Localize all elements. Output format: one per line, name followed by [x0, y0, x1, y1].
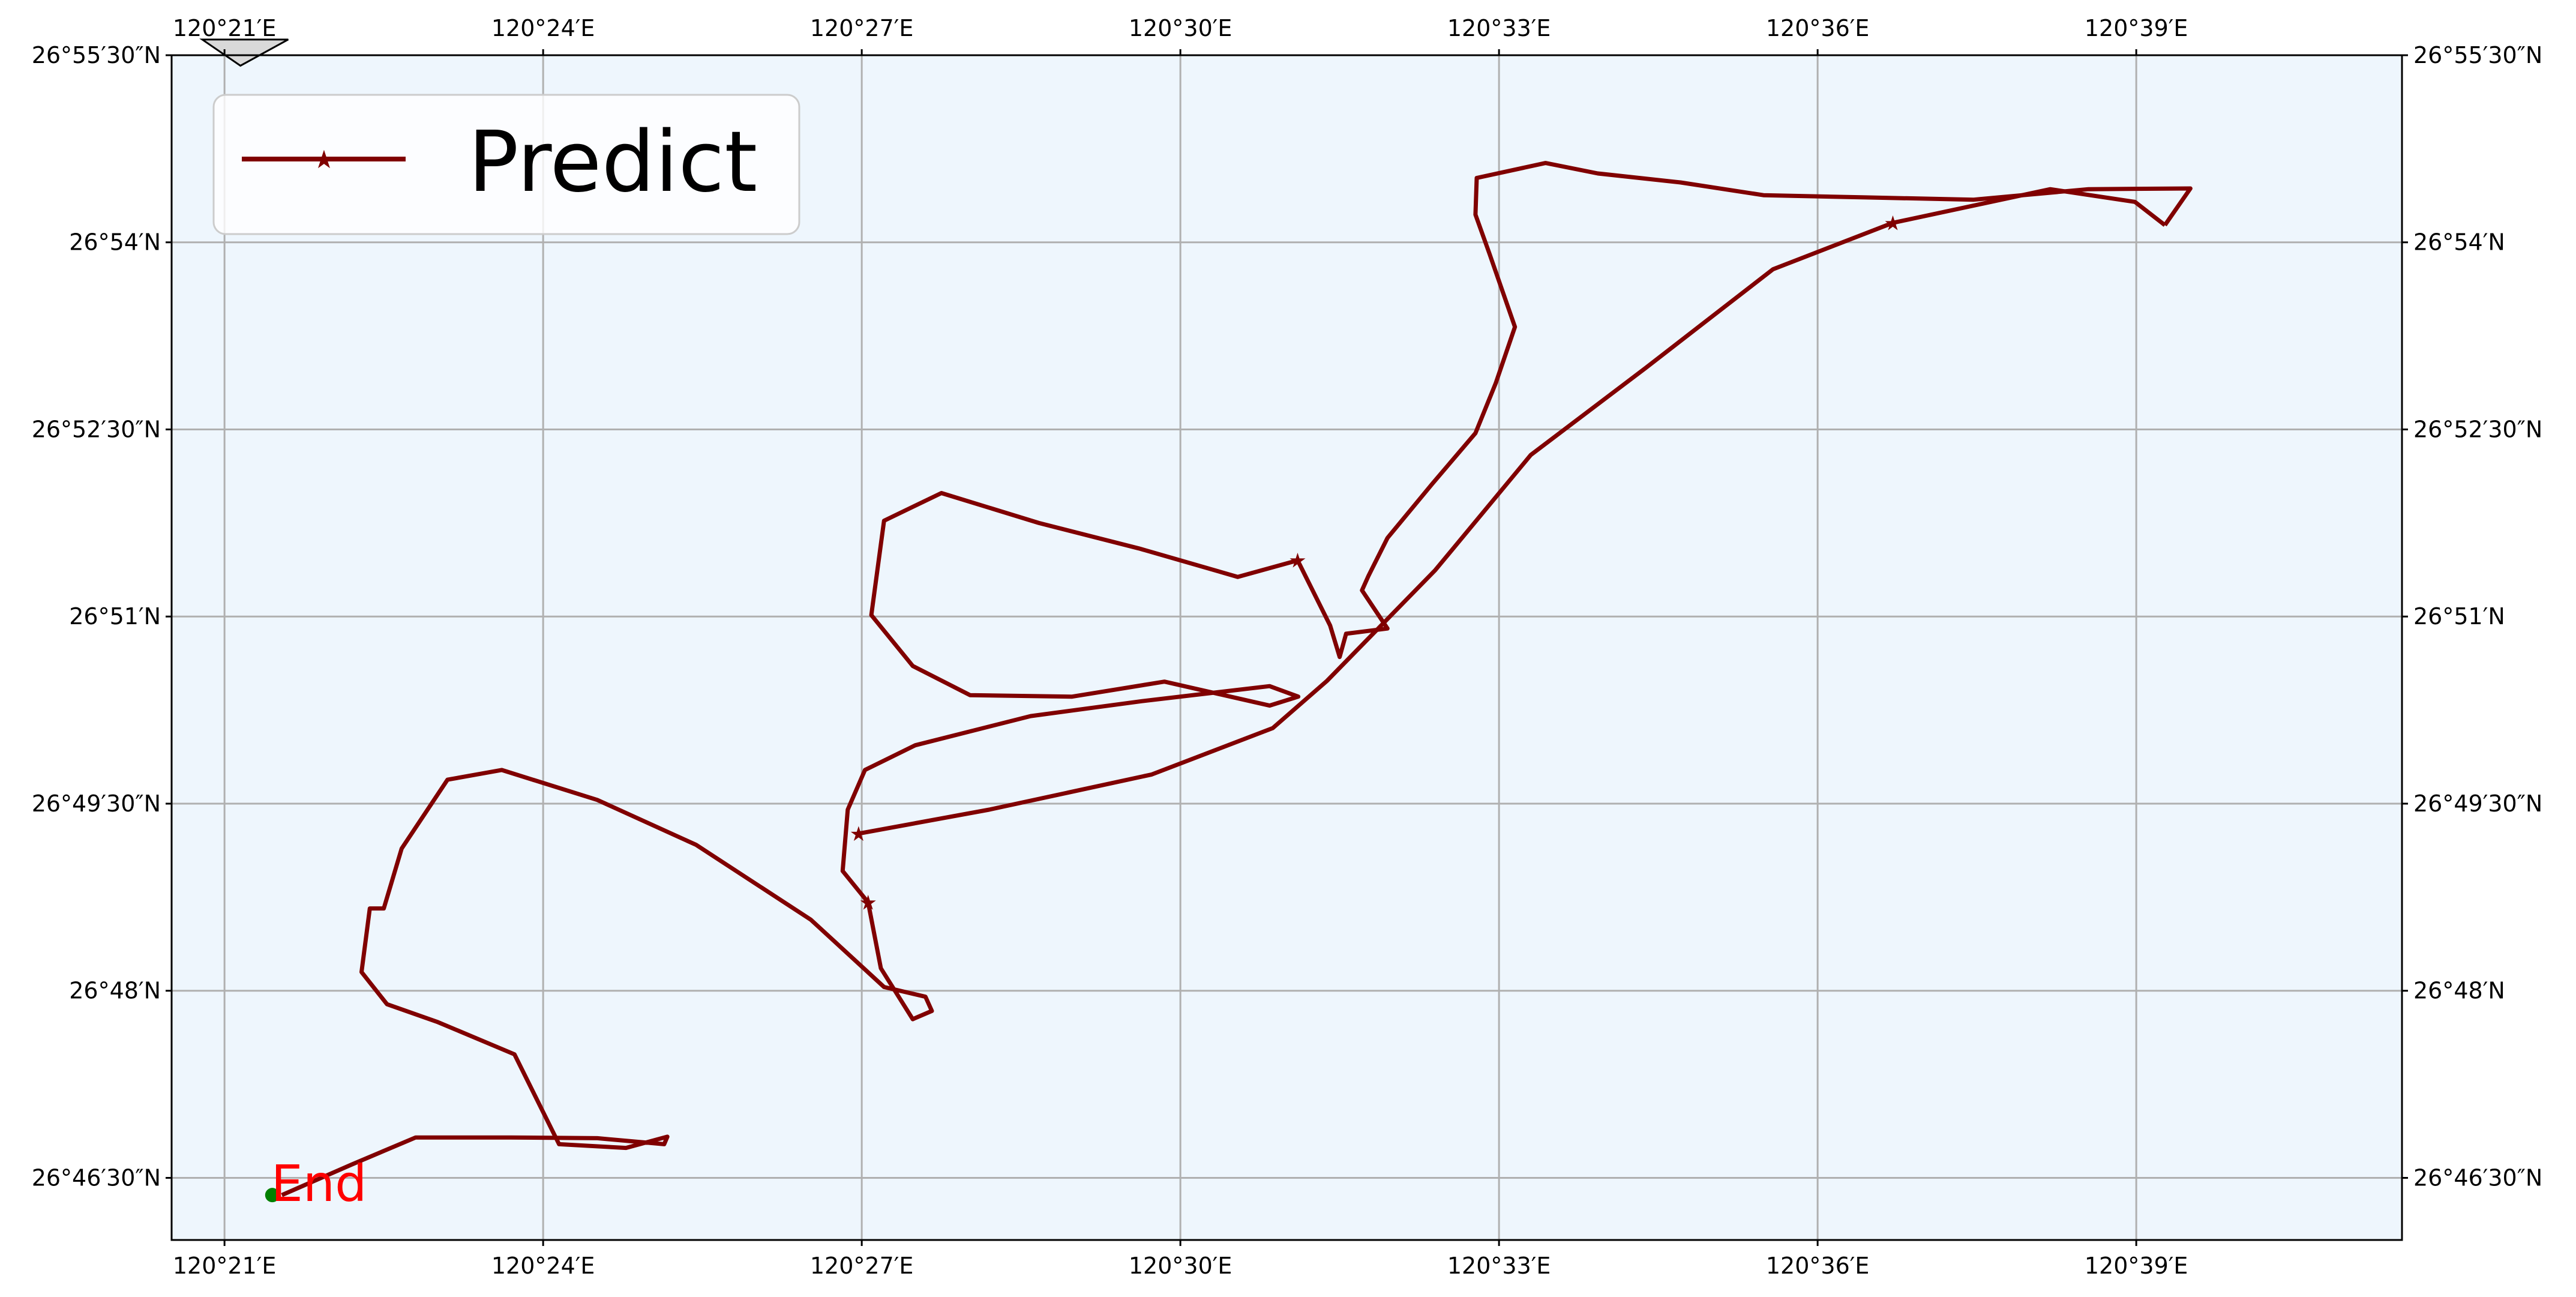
legend: ★ Predict: [212, 94, 800, 235]
lon-tick-label-top: 120°24′E: [491, 15, 595, 41]
tick-labels: 120°21′E 120°21′E 120°24′E 120°24′E 120°27′E…: [32, 15, 2543, 1279]
legend-star-icon: ★: [313, 145, 335, 174]
end-point: [265, 1188, 280, 1203]
lat-tick-label-right: 26°55′30″N: [2413, 42, 2542, 68]
trajectory-star-marker: ★: [1288, 549, 1306, 573]
lon-tick-label-top: 120°27′E: [810, 15, 914, 41]
trajectory-layer: ★ ★ ★ ★: [281, 161, 2193, 1197]
lat-tick-label-right: 26°46′30″N: [2413, 1164, 2542, 1191]
trajectory-start-segment: [858, 187, 2167, 836]
lat-tick-label-right: 26°48′N: [2413, 978, 2505, 1004]
lon-tick-label-bottom: 120°27′E: [810, 1253, 914, 1279]
lon-tick-label-top: 120°39′E: [2085, 15, 2188, 41]
trajectory-star-marker: ★: [850, 822, 868, 846]
lat-tick-label-left: 26°54′N: [69, 229, 161, 256]
end-label: End: [271, 1154, 367, 1213]
lat-tick-label-right: 26°52′30″N: [2413, 416, 2542, 442]
lon-tick-label-bottom: 120°33′E: [1447, 1253, 1551, 1279]
legend-box: [212, 94, 800, 235]
land-layer: [199, 38, 289, 67]
lon-tick-label-top: 120°36′E: [1766, 15, 1870, 41]
lat-tick-label-left: 26°48′N: [69, 978, 161, 1004]
map-frame: [170, 54, 2403, 1241]
end-marker-layer: End: [265, 1154, 367, 1213]
lon-tick-label-bottom: 120°30′E: [1129, 1253, 1232, 1279]
lat-tick-label-left: 26°51′N: [69, 603, 161, 630]
lon-tick-label-top: 120°21′E: [173, 15, 277, 41]
lat-tick-label-left: 26°55′30″N: [32, 42, 161, 68]
lon-tick-label-bottom: 120°39′E: [2085, 1253, 2188, 1279]
lon-tick-label-top: 120°33′E: [1447, 15, 1551, 41]
trajectory-star-marker: ★: [1884, 211, 1902, 235]
lon-tick-label-top: 120°30′E: [1129, 15, 1232, 41]
lon-tick-label-bottom: 120°24′E: [491, 1253, 595, 1279]
trajectory-star-marker: ★: [859, 891, 877, 915]
lon-tick-label-bottom: 120°36′E: [1766, 1253, 1870, 1279]
lat-tick-label-left: 26°49′30″N: [32, 790, 161, 817]
lat-tick-label-right: 26°49′30″N: [2413, 790, 2542, 817]
lat-tick-label-left: 26°46′30″N: [32, 1164, 161, 1191]
lon-tick-label-bottom: 120°21′E: [173, 1253, 277, 1279]
land-polygon: [199, 38, 289, 67]
trajectory-line: [281, 161, 2193, 1197]
lat-tick-label-right: 26°51′N: [2413, 603, 2505, 630]
legend-label: Predict: [468, 113, 757, 211]
lat-tick-label-left: 26°52′30″N: [32, 416, 161, 442]
lat-tick-label-right: 26°54′N: [2413, 229, 2505, 256]
